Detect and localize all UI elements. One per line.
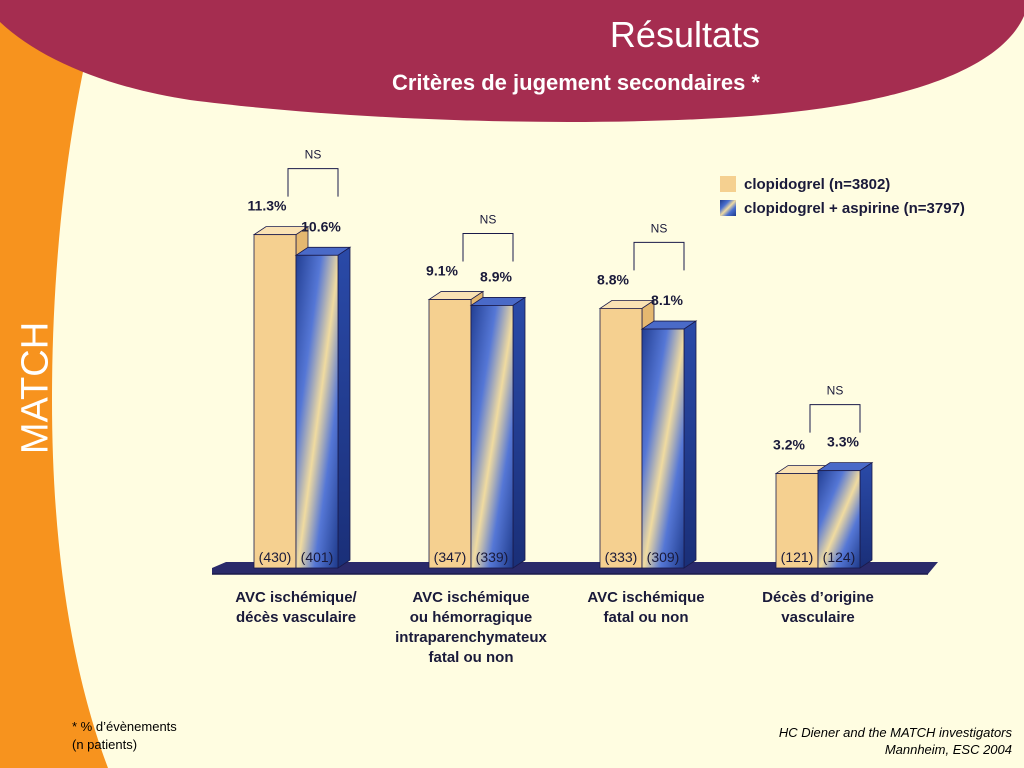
count-label-1-2: (309) <box>647 549 680 565</box>
category-label-line: fatal ou non <box>603 609 689 626</box>
category-label-1: AVC ischémique ou hémorragique intraparenc… <box>376 588 566 668</box>
legend-item-clopidogrel-aspirine: clopidogrel + aspirine (n=3797) <box>720 196 965 220</box>
significance-bracket-0 <box>287 168 339 197</box>
bar-series2-3 <box>817 470 861 569</box>
bar-side-1-0 <box>337 246 351 569</box>
footnote-line-1: * % d’évènements <box>72 719 177 734</box>
bar-series2-2 <box>641 328 685 569</box>
credit-line-1: HC Diener and the MATCH investigators <box>778 725 1012 740</box>
legend-label-clopidogrel: clopidogrel (n=3802) <box>744 175 891 193</box>
legend-item-clopidogrel: clopidogrel (n=3802) <box>720 172 965 196</box>
count-label-0-1: (347) <box>434 549 467 565</box>
category-label-3: Décès d’origine vasculaire <box>723 588 913 628</box>
count-label-1-3: (124) <box>823 549 856 565</box>
slide-subtitle: Critères de jugement secondaires * <box>391 70 760 95</box>
value-label-1-2: 8.1% <box>651 292 683 308</box>
slide-title: Résultats <box>609 14 760 55</box>
value-label-1-0: 10.6% <box>301 218 341 234</box>
value-label-0-3: 3.2% <box>773 437 805 453</box>
footnote: * % d’évènements (n patients) <box>72 718 177 754</box>
significance-label-2: NS <box>651 221 668 235</box>
value-label-1-1: 8.9% <box>480 268 512 284</box>
value-label-1-3: 3.3% <box>827 434 859 450</box>
credit-line-2: Mannheim, ESC 2004 <box>884 742 1012 757</box>
footnote-line-2: (n patients) <box>72 737 138 752</box>
category-label-line: décès vasculaire <box>235 609 357 626</box>
count-label-1-1: (339) <box>476 549 509 565</box>
bar-side-1-2 <box>683 320 697 569</box>
legend-swatch-clopidogrel <box>720 176 736 192</box>
category-label-line: intraparenchymateux <box>395 629 547 646</box>
category-label-0: AVC ischémique/décès vasculaire <box>201 588 391 628</box>
category-label-line: AVC ischémique <box>412 589 530 606</box>
significance-label-3: NS <box>827 384 844 398</box>
significance-label-1: NS <box>480 213 497 227</box>
category-label-line: AVC ischémique <box>587 589 705 606</box>
category-label-line: vasculaire <box>781 609 855 626</box>
bar-side-1-1 <box>512 296 526 569</box>
count-label-0-3: (121) <box>781 549 814 565</box>
category-label-line: ou hémorragique <box>409 609 533 626</box>
category-label-line: AVC ischémique/ <box>235 589 357 606</box>
legend-swatch-clopidogrel-aspirine <box>720 200 736 216</box>
bar-series1-2 <box>599 307 643 569</box>
significance-bracket-1 <box>462 233 514 262</box>
significance-bracket-2 <box>633 241 685 271</box>
chart-floor <box>212 562 938 574</box>
bar-series1-1 <box>428 299 472 569</box>
count-label-1-0: (401) <box>301 549 334 565</box>
category-label-line: Décès d’origine <box>762 589 874 606</box>
value-label-0-0: 11.3% <box>248 198 287 214</box>
count-label-0-0: (430) <box>259 549 292 565</box>
bar-series1-0 <box>253 234 297 569</box>
significance-label-0: NS <box>305 148 322 162</box>
significance-bracket-3 <box>809 404 861 433</box>
bar-series2-0 <box>295 254 339 569</box>
bar-side-1-3 <box>859 461 873 569</box>
credit: HC Diener and the MATCH investigators Ma… <box>779 724 1012 758</box>
value-label-0-2: 8.8% <box>597 271 629 287</box>
category-label-2: AVC ischémique fatal ou non <box>551 588 741 628</box>
category-label-line: fatal ou non <box>428 649 514 666</box>
side-band <box>0 0 108 768</box>
bar-series2-1 <box>470 305 514 569</box>
count-label-0-2: (333) <box>605 549 638 565</box>
legend-label-clopidogrel-aspirine: clopidogrel + aspirine (n=3797) <box>744 199 965 217</box>
legend: clopidogrel (n=3802) clopidogrel + aspir… <box>720 172 965 220</box>
header-band <box>0 0 1024 122</box>
bar-series1-3 <box>775 473 819 569</box>
value-label-0-1: 9.1% <box>426 263 458 279</box>
